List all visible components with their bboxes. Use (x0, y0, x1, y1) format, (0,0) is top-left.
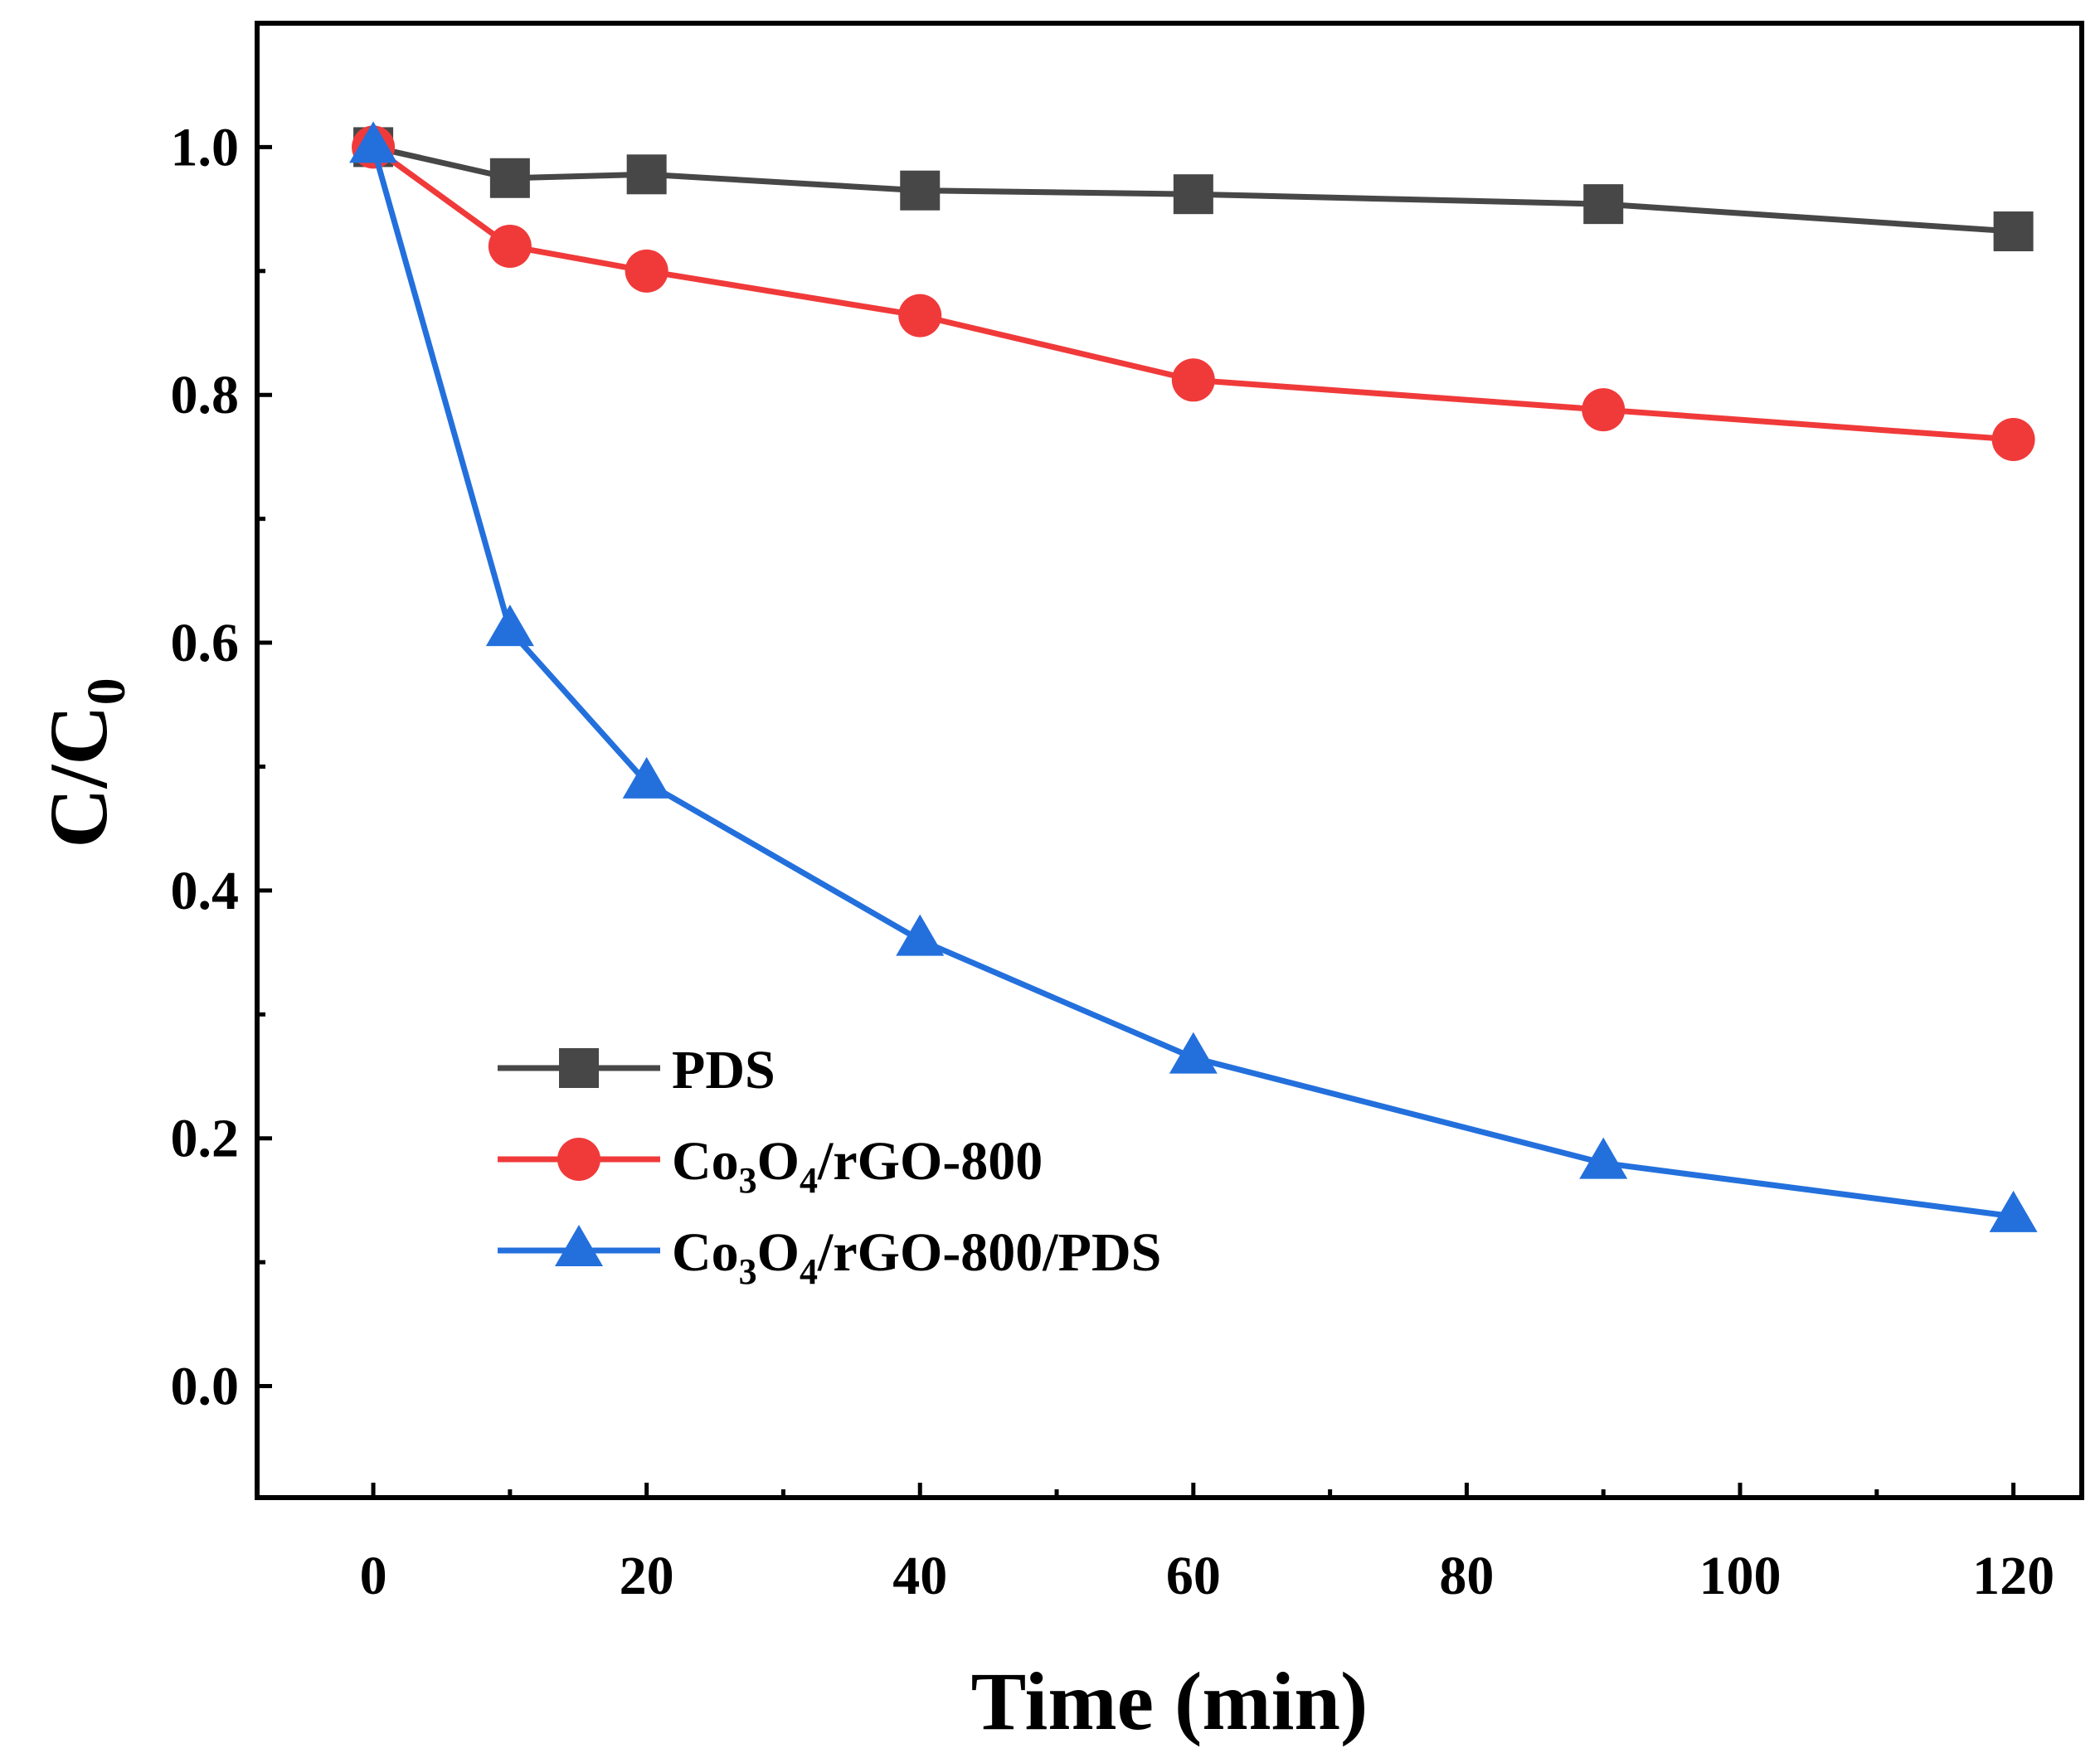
y-axis-tick-labels: 0.0 0.2 0.4 0.6 0.8 1.0 (171, 117, 240, 1416)
y-tick-label: 0.2 (171, 1109, 240, 1169)
y-tick-label: 0.0 (171, 1357, 240, 1417)
legend-marker (559, 1048, 599, 1088)
x-tick-label: 100 (1699, 1546, 1782, 1606)
data-point (1579, 1137, 1628, 1179)
data-point (626, 154, 667, 195)
data-point (489, 158, 530, 198)
x-tick-label: 80 (1439, 1546, 1494, 1606)
data-point (1991, 418, 2035, 462)
data-point (1989, 1190, 2038, 1232)
y-axis-title: C/C0 (32, 677, 137, 847)
legend-label: Co3O4/rGO-800 (672, 1131, 1043, 1201)
x-tick-label: 120 (1972, 1546, 2054, 1606)
data-point (896, 914, 945, 956)
x-tick-label: 20 (620, 1546, 674, 1606)
data-point (1171, 358, 1215, 402)
plot-frame (255, 21, 2084, 1500)
data-point (1582, 388, 1626, 432)
y-tick-label: 1.0 (171, 117, 240, 177)
data-point (898, 294, 942, 338)
x-axis-title: Time (min) (971, 1655, 1368, 1747)
x-tick-label: 0 (360, 1546, 387, 1606)
data-point (625, 249, 668, 293)
series-0 (353, 127, 2034, 252)
y-tick-label: 0.6 (171, 613, 240, 673)
y-axis-title-main: C/C (32, 705, 124, 847)
legend-label: PDS (672, 1040, 775, 1100)
data-point (349, 121, 398, 163)
x-axis-tick-labels: 0 20 40 60 80 100 120 (360, 1546, 2055, 1606)
data-point (488, 224, 532, 268)
legend: PDS Co3O4/rGO-800 Co3O4/rGO-800/PDS (498, 1040, 1161, 1292)
legend-marker (555, 1225, 603, 1266)
legend-item: Co3O4/rGO-800/PDS (498, 1222, 1161, 1292)
x-tick-label: 60 (1166, 1546, 1221, 1606)
axis-ticks (257, 144, 2016, 1498)
x-tick-label: 40 (892, 1546, 947, 1606)
data-point (1169, 1032, 1218, 1074)
legend-item: Co3O4/rGO-800 (498, 1131, 1043, 1201)
legend-marker (557, 1138, 600, 1181)
y-tick-label: 0.4 (171, 861, 240, 921)
y-tick-label: 0.8 (171, 365, 240, 425)
legend-item: PDS (498, 1040, 775, 1100)
series-2 (349, 121, 2038, 1232)
legend-label: Co3O4/rGO-800/PDS (672, 1222, 1161, 1292)
series-layer (349, 121, 2038, 1232)
data-point (1993, 211, 2034, 252)
data-point (1583, 184, 1624, 225)
data-point (900, 170, 941, 211)
y-axis-title-subscript: 0 (76, 677, 137, 705)
data-point (1173, 174, 1213, 215)
data-point (622, 756, 671, 799)
data-point (485, 605, 534, 647)
